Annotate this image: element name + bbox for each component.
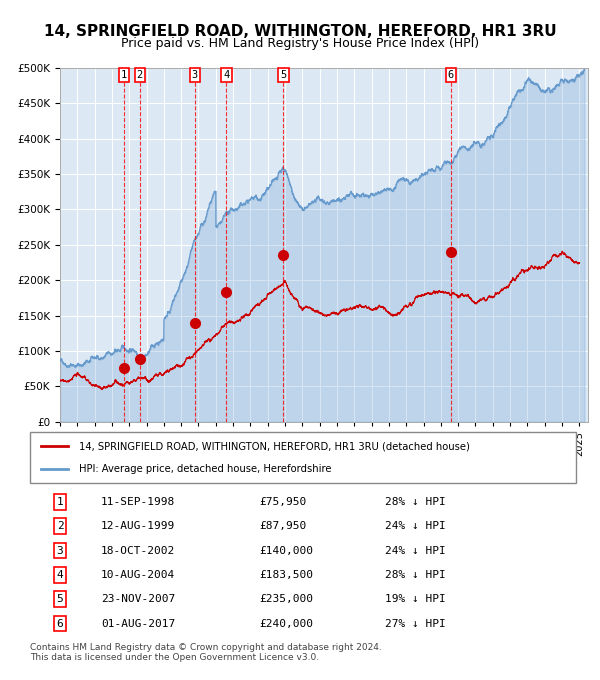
Text: 18-OCT-2002: 18-OCT-2002 xyxy=(101,545,175,556)
Text: 14, SPRINGFIELD ROAD, WITHINGTON, HEREFORD, HR1 3RU (detached house): 14, SPRINGFIELD ROAD, WITHINGTON, HEREFO… xyxy=(79,441,470,451)
Text: 14, SPRINGFIELD ROAD, WITHINGTON, HEREFORD, HR1 3RU: 14, SPRINGFIELD ROAD, WITHINGTON, HEREFO… xyxy=(44,24,556,39)
Text: 6: 6 xyxy=(448,70,454,80)
Text: 11-SEP-1998: 11-SEP-1998 xyxy=(101,497,175,507)
Text: Contains HM Land Registry data © Crown copyright and database right 2024.
This d: Contains HM Land Registry data © Crown c… xyxy=(30,643,382,662)
Text: 4: 4 xyxy=(56,570,64,580)
Text: £87,950: £87,950 xyxy=(259,521,307,531)
Text: 24% ↓ HPI: 24% ↓ HPI xyxy=(385,545,446,556)
Text: 23-NOV-2007: 23-NOV-2007 xyxy=(101,594,175,605)
Text: 1: 1 xyxy=(56,497,64,507)
Text: 2: 2 xyxy=(56,521,64,531)
Text: £183,500: £183,500 xyxy=(259,570,313,580)
Text: 12-AUG-1999: 12-AUG-1999 xyxy=(101,521,175,531)
Text: 01-AUG-2017: 01-AUG-2017 xyxy=(101,619,175,628)
Text: 3: 3 xyxy=(192,70,198,80)
Text: Price paid vs. HM Land Registry's House Price Index (HPI): Price paid vs. HM Land Registry's House … xyxy=(121,37,479,50)
Text: £140,000: £140,000 xyxy=(259,545,313,556)
FancyBboxPatch shape xyxy=(30,432,576,483)
Text: 2: 2 xyxy=(137,70,143,80)
Text: 3: 3 xyxy=(56,545,64,556)
Text: 24% ↓ HPI: 24% ↓ HPI xyxy=(385,521,446,531)
Text: 5: 5 xyxy=(280,70,286,80)
Text: 5: 5 xyxy=(56,594,64,605)
Text: £235,000: £235,000 xyxy=(259,594,313,605)
Text: HPI: Average price, detached house, Herefordshire: HPI: Average price, detached house, Here… xyxy=(79,464,332,473)
Text: 28% ↓ HPI: 28% ↓ HPI xyxy=(385,570,446,580)
Text: 6: 6 xyxy=(56,619,64,628)
Text: 27% ↓ HPI: 27% ↓ HPI xyxy=(385,619,446,628)
Text: 4: 4 xyxy=(223,70,229,80)
Text: 10-AUG-2004: 10-AUG-2004 xyxy=(101,570,175,580)
Text: 28% ↓ HPI: 28% ↓ HPI xyxy=(385,497,446,507)
Text: 1: 1 xyxy=(121,70,127,80)
Text: £75,950: £75,950 xyxy=(259,497,307,507)
Text: £240,000: £240,000 xyxy=(259,619,313,628)
Text: 19% ↓ HPI: 19% ↓ HPI xyxy=(385,594,446,605)
